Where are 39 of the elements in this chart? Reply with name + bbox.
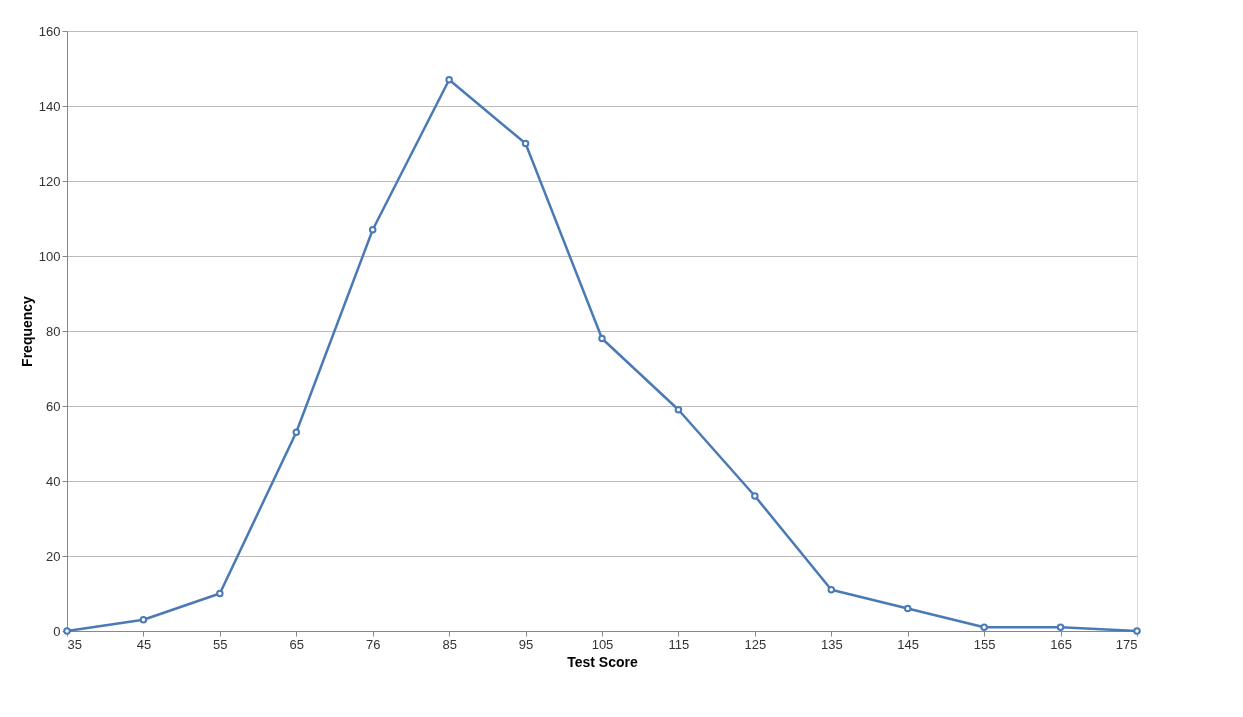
- x-tick-label: 125: [744, 636, 767, 652]
- point: [521, 139, 530, 148]
- point: [751, 492, 759, 500]
- x-tick-label: 115: [668, 636, 690, 652]
- x-tick-label: 165: [1050, 636, 1072, 652]
- x-tick-label: 76: [365, 636, 381, 652]
- y-axis-title: Frequency: [18, 295, 35, 367]
- x-tick-label: 175: [1115, 636, 1138, 652]
- point: [598, 334, 606, 343]
- point: [445, 76, 453, 84]
- y-tick-label: 160: [38, 23, 61, 39]
- x-tick-label: 145: [897, 636, 920, 652]
- y-tick-label: 140: [38, 98, 61, 114]
- point: [216, 589, 224, 598]
- x-tick-label: 65: [289, 636, 305, 652]
- point: [368, 226, 377, 234]
- point: [674, 406, 683, 414]
- y-tick-label: 120: [38, 173, 61, 189]
- y-tick-label: 20: [46, 548, 61, 564]
- y-tick-label: 40: [46, 473, 61, 489]
- x-tick-label: 45: [136, 636, 152, 652]
- y-tick-label: 80: [46, 323, 61, 339]
- x-tick-label: 55: [213, 636, 228, 652]
- y-tick-label: 0: [53, 623, 61, 639]
- x-tick-label: 135: [820, 636, 843, 652]
- y-tick-label: 100: [38, 248, 61, 264]
- x-tick-label: 35: [67, 636, 82, 652]
- point: [903, 604, 912, 613]
- point: [292, 428, 301, 436]
- point: [139, 616, 148, 624]
- point: [1056, 623, 1065, 631]
- y-tick-label: 60: [46, 398, 61, 414]
- point: [980, 623, 988, 631]
- x-tick-label: 95: [518, 636, 534, 652]
- x-tick-label: 85: [442, 636, 457, 652]
- point: [827, 586, 836, 594]
- x-axis-title: Test Score: [567, 653, 638, 670]
- x-tick-label: 105: [591, 636, 614, 652]
- x-tick-label: 155: [973, 636, 996, 652]
